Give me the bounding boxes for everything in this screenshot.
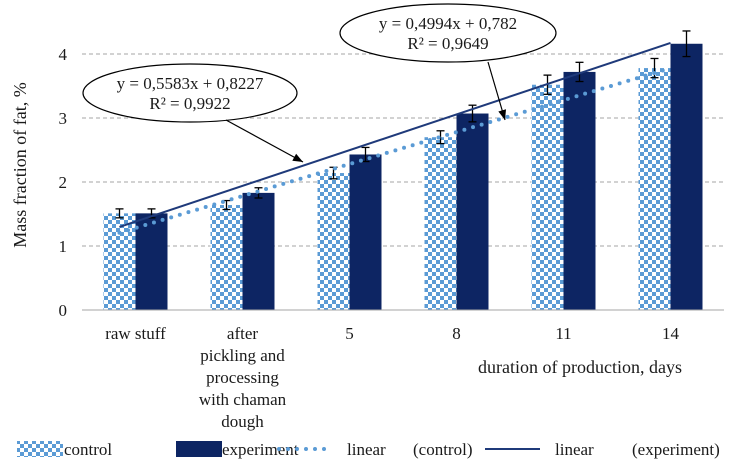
legend-label-qualifier: (experiment) xyxy=(632,440,720,459)
y-tick-label: 2 xyxy=(59,173,68,192)
legend-label-control: control xyxy=(64,440,112,459)
equation-callout xyxy=(82,63,298,123)
x-tick-label: processing xyxy=(206,368,279,387)
bar-experiment xyxy=(242,192,275,310)
legend: control experiment linear (control) linear (e… xyxy=(17,440,720,459)
bar-experiment xyxy=(349,154,382,310)
x-tick-label: 14 xyxy=(662,324,680,343)
legend-label-linear: linear xyxy=(347,440,386,459)
x-tick-label: 8 xyxy=(452,324,461,343)
x-tick-label: 5 xyxy=(345,324,354,343)
x-tick-label: raw stuff xyxy=(105,324,166,343)
bars xyxy=(103,30,703,311)
trendline-equation: y = 0,5583x + 0,8227 xyxy=(117,74,264,93)
callout-arrow-line xyxy=(225,119,304,163)
trendline-control xyxy=(117,66,673,235)
bar-experiment xyxy=(456,113,489,311)
axes: 0 1 2 3 4 Mass fraction of fat, % raw stuff aft… xyxy=(10,45,724,431)
y-tick-label: 0 xyxy=(59,301,68,320)
legend-swatch-control xyxy=(17,441,63,457)
x-axis-title: duration of production, days xyxy=(478,357,682,377)
x-tick-label: after xyxy=(227,324,258,343)
trendlines xyxy=(117,42,673,235)
trendline-equation: y = 0,4994x + 0,782 xyxy=(379,14,517,33)
x-tick-label: 11 xyxy=(555,324,571,343)
x-tick-label: dough xyxy=(221,412,264,431)
legend-label-experiment: experiment xyxy=(222,440,299,459)
callout-arrow-line xyxy=(487,61,506,121)
legend-label-qualifier: (control) xyxy=(413,440,472,459)
trendline-r2: R² = 0,9922 xyxy=(149,94,230,113)
callout-arrow-head xyxy=(498,109,507,120)
bar-control xyxy=(531,84,564,310)
legend-label-linear: linear xyxy=(555,440,594,459)
bar-control xyxy=(210,205,243,310)
bar-experiment xyxy=(135,213,168,310)
x-tick-label: pickling and xyxy=(200,346,285,365)
y-tick-label: 1 xyxy=(59,237,68,256)
y-axis-title: Mass fraction of fat, % xyxy=(10,82,30,247)
callout-arrow-head xyxy=(292,153,303,162)
bar-control xyxy=(317,173,350,310)
y-tick-label: 3 xyxy=(59,109,68,128)
trendline-experiment xyxy=(119,42,671,228)
bar-control xyxy=(103,213,136,310)
x-tick-label: with chaman xyxy=(199,390,287,409)
legend-swatch-experiment xyxy=(176,441,222,457)
y-tick-label: 4 xyxy=(59,45,68,64)
equation-callout xyxy=(339,3,557,63)
bar-experiment xyxy=(563,71,596,310)
bar-control xyxy=(424,137,457,310)
bar-control xyxy=(638,68,671,310)
trendline-r2: R² = 0,9649 xyxy=(407,34,488,53)
bar-experiment xyxy=(670,43,703,310)
